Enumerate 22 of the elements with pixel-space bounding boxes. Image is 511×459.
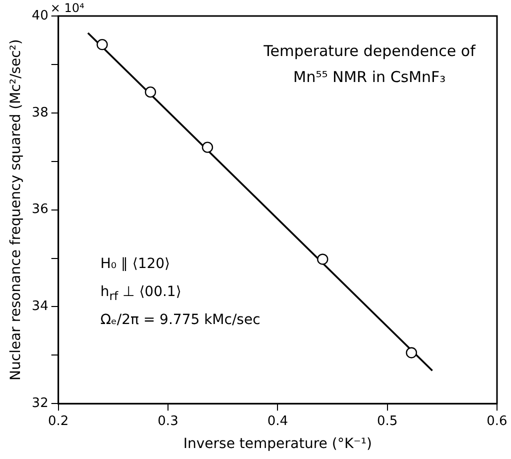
x-axis-title: Inverse temperature (°K⁻¹)	[183, 436, 372, 452]
x-tick-label: 0.2	[48, 414, 69, 429]
y-tick-label: 38	[32, 105, 48, 120]
point	[202, 142, 214, 153]
x-tick-label: 0.3	[158, 414, 178, 429]
x-tick-label: 0.5	[376, 414, 398, 429]
annotation: H₀ ∥ ⟨120⟩	[100, 256, 170, 272]
point	[317, 254, 328, 265]
x-tick-label: 0.4	[267, 414, 288, 429]
point	[144, 86, 156, 98]
y-tick-label: 40	[32, 8, 48, 24]
y-tick-label: 32	[32, 396, 48, 411]
x-tick-label: 0.6	[486, 414, 508, 429]
annotation: h$_{rf}$ ⊥ ⟨00.1⟩	[100, 284, 182, 303]
y-tick-label: 36	[32, 202, 48, 218]
point	[406, 347, 418, 358]
point	[96, 38, 108, 50]
y-axis-title: Nuclear resonance frequency squared (Mc²/sec²)	[8, 39, 24, 380]
y-tick-label: 34	[32, 299, 48, 314]
annotation: Ωₑ/2π = 9.775 kMc/sec	[100, 312, 260, 328]
text: × 10⁴	[50, 1, 84, 15]
text: Temperature dependence of Mn⁵⁵ NMR in CsMnF₃	[262, 41, 477, 88]
